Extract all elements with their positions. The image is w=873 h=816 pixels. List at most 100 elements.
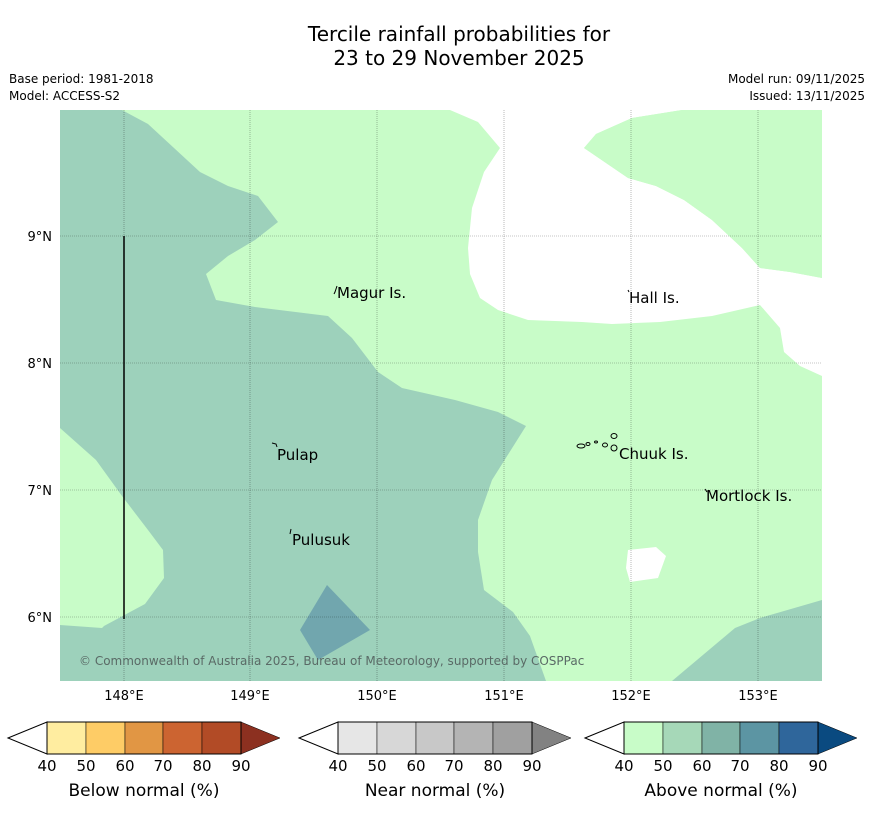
colorbar-below-swatch [201,721,242,755]
above-tick-50: 50 [653,757,672,775]
near-tick-80: 80 [483,757,502,775]
colorbar-near-swatch [337,721,378,755]
colorbar-below-swatch [124,721,164,755]
place-labels: Magur Is. Hall Is. Pulap Chuuk Is. Mortl… [277,284,792,549]
above-tick-90: 90 [808,757,827,775]
copyright-text: © Commonwealth of Australia 2025, Bureau… [79,654,584,668]
pulusuk-island-shape [289,528,292,535]
lon-axis-labels: 148°E 149°E 150°E 151°E 152°E 153°E [104,689,778,704]
place-label-magur: Magur Is. [337,284,406,302]
place-label-chuuk: Chuuk Is. [619,445,688,463]
below-tick-80: 80 [192,757,211,775]
colorbar-near-frame [337,721,533,755]
no-signal-region-northeast [450,110,822,376]
title-line-1: Tercile rainfall probabilities for [307,22,611,46]
place-label-mortlock: Mortlock Is. [706,487,792,505]
magur-island-shape [333,285,338,295]
chuuk-islet-2 [585,442,591,446]
above-tick-40: 40 [614,757,633,775]
colorbar-above-under [583,721,625,755]
colorbar-tick-labels: 40 50 60 70 80 90 40 50 60 70 80 90 40 5… [37,757,827,775]
colorbar-above-swatch [739,721,780,755]
lat-label-8n: 8°N [28,357,53,372]
above-50-region-west [60,110,546,681]
colorbar-below-under [6,721,48,755]
no-signal-region-small [626,547,666,582]
place-label-pulusuk: Pulusuk [292,531,350,549]
chuuk-lagoon-shape [576,433,618,452]
above-60-region [300,585,370,660]
near-tick-60: 60 [406,757,425,775]
near-tick-90: 90 [522,757,541,775]
colorbar-below-swatch [46,721,87,755]
mortlock-island-shape [704,488,708,493]
colorbar-near-over [531,721,572,755]
below-tick-40: 40 [37,757,56,775]
meta-left: Base period: 1981-2018 Model: ACCESS-S2 [9,71,154,105]
pulap-island-shape [271,442,278,448]
near-tick-50: 50 [367,757,386,775]
near-tick-70: 70 [444,757,463,775]
colorbar-near-swatch [453,721,494,755]
colorbar-above [583,721,858,755]
near-tick-40: 40 [328,757,347,775]
meta-right: Model run: 09/11/2025 Issued: 13/11/2025 [728,71,865,105]
lon-label-149e: 149°E [230,689,270,704]
hall-island-shape [627,289,630,293]
legend-label-near: Near normal (%) [364,781,506,801]
above-tick-70: 70 [730,757,749,775]
place-label-hall: Hall Is. [629,289,680,307]
colorbar-below-frame [46,721,242,755]
chuuk-islet-3 [594,440,598,444]
colorbar-below [6,721,281,755]
place-label-pulap: Pulap [277,446,318,464]
chuuk-islet-4 [602,442,608,448]
base-period-text: Base period: 1981-2018 [9,72,154,86]
colorbar-above-swatch [778,721,819,755]
legend-colorbars: 40 50 60 70 80 90 40 50 60 70 80 90 40 5… [6,721,858,775]
colorbar-above-over [817,721,858,755]
colorbar-below-swatch [162,721,203,755]
lat-axis-labels: 9°N 8°N 7°N 6°N [28,230,53,626]
colorbar-near-swatch [376,721,417,755]
lat-label-6n: 6°N [28,611,53,626]
below-tick-90: 90 [231,757,250,775]
above-tick-60: 60 [692,757,711,775]
legend-label-above: Above normal (%) [644,781,798,801]
title-line-2: 23 to 29 November 2025 [333,46,585,70]
lon-label-152e: 152°E [611,689,651,704]
above-50-region-southeast [672,600,822,681]
colorbar-above-swatch [701,721,741,755]
above-tick-80: 80 [769,757,788,775]
island-outlines [271,285,708,535]
lon-label-148e: 148°E [104,689,144,704]
below-tick-60: 60 [115,757,134,775]
colorbar-above-frame [623,721,819,755]
legend-label-below: Below normal (%) [68,781,220,801]
chuuk-islet-1 [576,443,586,449]
colorbar-near-under [297,721,339,755]
lat-label-7n: 7°N [28,484,53,499]
chart-title: Tercile rainfall probabilities for 23 to… [0,22,873,70]
colorbar-above-swatch [662,721,703,755]
lon-label-153e: 153°E [738,689,778,704]
map-panel: Magur Is. Hall Is. Pulap Chuuk Is. Mortl… [28,110,822,704]
model-run-text: Model run: 09/11/2025 [727,72,865,86]
colorbar-below-swatch [85,721,126,755]
lon-label-150e: 150°E [357,689,397,704]
colorbar-near-swatch [492,721,533,755]
map-area [60,110,822,681]
colorbar-below-over [240,721,281,755]
graticule [60,110,822,681]
below-tick-70: 70 [153,757,172,775]
chuuk-islet-6 [610,444,618,452]
lat-label-9n: 9°N [28,230,53,245]
colorbar-near-swatch [415,721,455,755]
above-40-region-northeast-patch [584,110,822,278]
colorbar-near [297,721,572,755]
model-text: Model: ACCESS-S2 [9,89,121,103]
below-tick-50: 50 [76,757,95,775]
colorbar-above-swatch [623,721,664,755]
chuuk-islet-5 [610,433,618,439]
issued-text: Issued: 13/11/2025 [749,89,865,103]
